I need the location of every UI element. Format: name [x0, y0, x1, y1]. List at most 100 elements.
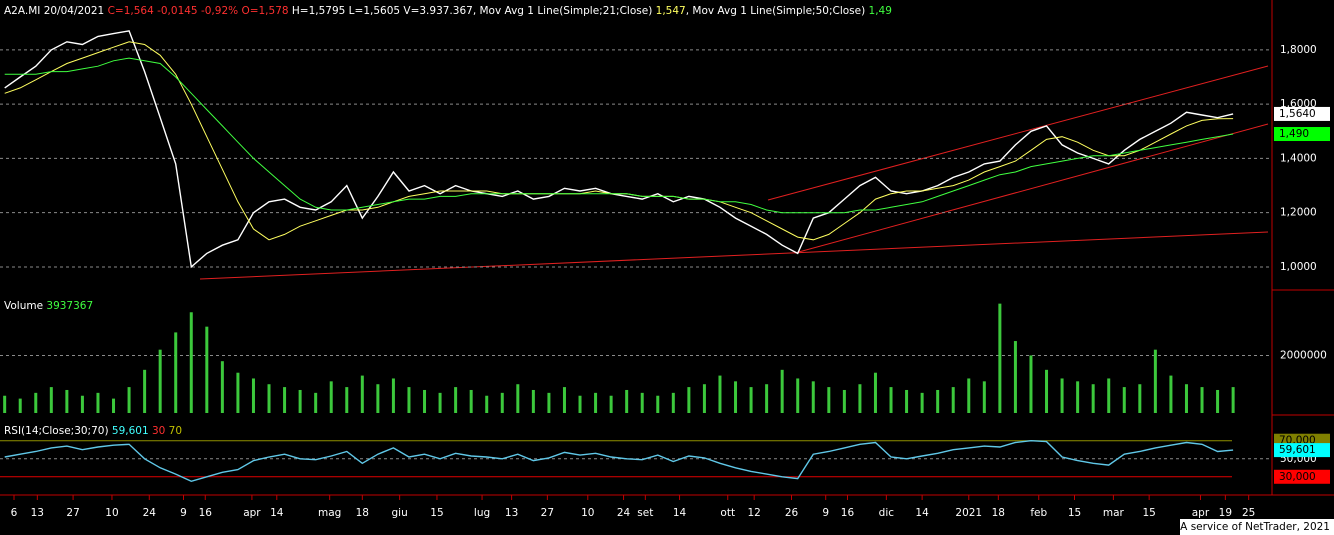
volume-bar: [485, 395, 489, 413]
volume-bar: [267, 384, 271, 413]
legend-segment: H=1,5795 L=1,5605 V=3.937.367, Mov Avg 1…: [289, 5, 656, 17]
value-tag-label: 30,000: [1279, 471, 1316, 483]
volume-bar: [516, 384, 520, 413]
legend-segment: C=1,564 -0,0145 -0,92% O=1,578: [108, 5, 289, 17]
x-tick-label: 14: [270, 507, 284, 519]
volume-bar: [454, 387, 458, 413]
volume-bar: [112, 398, 116, 413]
x-tick-label: 2021: [955, 507, 982, 519]
value-tag-label: 1,5640: [1279, 108, 1316, 120]
volume-bar: [205, 326, 209, 413]
trend-line: [199, 231, 1269, 280]
volume-bar: [18, 398, 22, 413]
volume-bar: [376, 384, 380, 413]
volume-bar: [547, 392, 551, 413]
y-tick-label: 1,4000: [1280, 152, 1317, 164]
volume-bar: [640, 392, 644, 413]
volume-bar: [283, 387, 287, 413]
volume-bar: [127, 387, 131, 413]
volume-bar: [780, 369, 784, 413]
volume-bar: [423, 389, 427, 413]
volume-bar: [656, 395, 660, 413]
y-tick-label: 1,8000: [1280, 44, 1317, 56]
volume-bar: [65, 389, 69, 413]
x-tick-label: 14: [915, 507, 929, 519]
volume-bar: [811, 381, 815, 413]
x-tick-label: 24: [143, 507, 157, 519]
volume-bar: [1169, 375, 1173, 413]
volume-bar: [189, 312, 193, 413]
volume-bar: [80, 395, 84, 413]
x-tick-label: 6: [11, 507, 18, 519]
x-tick-label: 15: [1068, 507, 1081, 519]
value-tag-label: 1,490: [1279, 128, 1309, 140]
value-tag-label: 59,601: [1279, 444, 1316, 456]
volume-bar: [827, 387, 831, 413]
legend-segment: 70: [165, 425, 182, 437]
volume-bar: [873, 372, 877, 413]
volume-bar: [96, 392, 100, 413]
volume-bar: [982, 381, 986, 413]
x-tick-label: set: [637, 507, 653, 519]
volume-bar: [407, 387, 411, 413]
volume-bar: [998, 303, 1002, 413]
volume-bar: [298, 389, 302, 413]
volume-bar: [1184, 384, 1188, 413]
x-tick-label: feb: [1030, 507, 1047, 519]
volume-bar: [609, 395, 613, 413]
volume-bar: [438, 392, 442, 413]
x-tick-label: 9: [822, 507, 829, 519]
volume-bar: [1216, 389, 1220, 413]
panel-legend: RSI(14;Close;30;70) 59,601 30 70: [4, 425, 182, 437]
legend-segment: 1,547: [656, 5, 686, 17]
legend-segment: 30: [149, 425, 166, 437]
x-tick-label: 14: [673, 507, 687, 519]
x-tick-label: mar: [1103, 507, 1125, 519]
volume-bar: [220, 361, 224, 413]
x-tick-label: 27: [66, 507, 79, 519]
x-tick-label: 13: [31, 507, 44, 519]
legend-segment: A2A.MI 20/04/2021: [4, 5, 108, 17]
volume-bar: [796, 378, 800, 413]
volume-bar: [360, 375, 364, 413]
x-tick-label: 19: [1219, 507, 1232, 519]
volume-bar: [531, 389, 535, 413]
volume-bar: [3, 395, 7, 413]
volume-bar: [749, 387, 753, 413]
series-line: [4, 439, 1234, 483]
y-tick-label: 2000000: [1280, 349, 1327, 361]
volume-bar: [1200, 387, 1204, 413]
y-tick-label: 1,2000: [1280, 207, 1317, 219]
x-tick-label: 12: [747, 507, 760, 519]
value-tag: [1274, 127, 1330, 142]
volume-bar: [34, 392, 38, 413]
x-tick-label: 16: [199, 507, 213, 519]
volume-bar: [967, 378, 971, 413]
volume-bar: [236, 372, 240, 413]
x-tick-label: 16: [841, 507, 855, 519]
panel-legend: A2A.MI 20/04/2021 C=1,564 -0,0145 -0,92%…: [4, 5, 892, 17]
x-tick-label: 26: [785, 507, 799, 519]
volume-bar: [562, 387, 566, 413]
trend-line: [794, 123, 1269, 254]
x-tick-label: 24: [617, 507, 631, 519]
x-tick-label: apr: [1192, 507, 1210, 519]
x-tick-label: 15: [430, 507, 443, 519]
x-tick-label: ott: [720, 507, 735, 519]
volume-bar: [1045, 369, 1049, 413]
x-tick-label: 10: [581, 507, 594, 519]
volume-bar: [391, 378, 395, 413]
volume-bar: [578, 395, 582, 413]
legend-segment: 3937367: [46, 300, 93, 312]
footer: A service of NetTrader, 2021: [1180, 521, 1330, 533]
x-tick-label: 9: [180, 507, 187, 519]
x-tick-label: dic: [879, 507, 895, 519]
volume-bar: [594, 392, 598, 413]
series-line: [4, 30, 1234, 269]
volume-bar: [951, 387, 955, 413]
volume-bar: [345, 387, 349, 413]
volume-bar: [143, 369, 147, 413]
x-tick-label: mag: [318, 507, 341, 519]
volume-bar: [1138, 384, 1142, 413]
